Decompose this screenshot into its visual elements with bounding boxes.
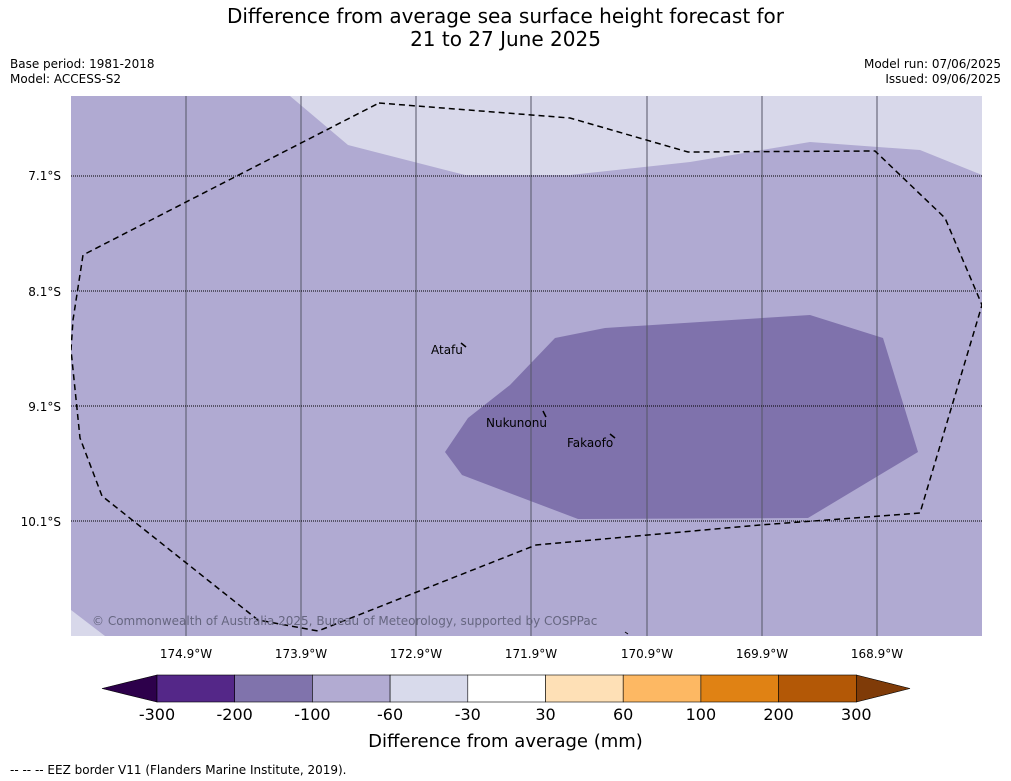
lon-label-172-9: 172.9°W [389, 647, 443, 661]
colorbar-segment [389, 674, 469, 703]
map-bottom-left-corner [71, 610, 105, 636]
title-line-2: 21 to 27 June 2025 [410, 27, 601, 51]
title-line-1: Difference from average sea surface heig… [226, 4, 785, 28]
place-label-atafu: Atafu [431, 343, 463, 357]
eez-border-legend: -- -- -- EEZ border V11 (Flanders Marine… [10, 763, 347, 777]
lon-label-174-9: 174.9°W [159, 647, 213, 661]
colorbar-tick-label: -200 [216, 705, 253, 724]
nukunonu-marker [542, 410, 547, 418]
colorbar-segment [467, 674, 546, 703]
colorbar-label: Difference from average (mm) [368, 731, 643, 752]
colorbar-tick-label: 60 [613, 705, 634, 724]
colorbar-tick-label: -60 [377, 705, 404, 724]
colorbar-segment [545, 674, 624, 703]
colorbar-tick-label: -300 [138, 705, 176, 724]
place-label-nukunonu: Nukunonu [486, 416, 547, 430]
meta-left: Base period: 1981-2018 Model: ACCESS-S2 [10, 57, 155, 87]
atafu-marker [460, 342, 467, 348]
colorbar-tick-label: 30 [535, 705, 556, 724]
lon-label-173-9: 173.9°W [274, 647, 328, 661]
lon-label-170-9: 170.9°W [620, 647, 674, 661]
colorbar-tick-label: 100 [685, 705, 717, 724]
colorbar-tick-label: 200 [763, 705, 794, 724]
colorbar-extend-high [855, 674, 911, 703]
place-label-fakaofo: Fakaofo [567, 436, 614, 450]
map-title: Difference from average sea surface heig… [0, 5, 1011, 51]
copyright-notice: © Commonwealth of Australia 2025, Bureau… [92, 614, 598, 628]
lon-label-171-9: 171.9°W [504, 647, 558, 661]
colorbar-segment [700, 674, 779, 703]
lon-label-169-9: 169.9°W [735, 647, 789, 661]
colorbar-segment [312, 674, 391, 703]
colorbar-segment [622, 674, 702, 703]
lat-label-7-1: 7.1°S [28, 169, 61, 183]
colorbar-segments [101, 674, 911, 703]
anomaly-region-minus200 [445, 315, 918, 519]
lat-label-9-1: 9.1°S [28, 400, 61, 414]
colorbar-tick-label: -100 [294, 705, 331, 724]
fakaofo-marker [609, 433, 616, 439]
issued-date: Issued: 09/06/2025 [885, 72, 1001, 86]
lon-label-168-9: 168.9°W [850, 647, 904, 661]
base-period: Base period: 1981-2018 [10, 57, 155, 71]
longitude-gridlines [185, 96, 878, 636]
lat-label-8-1: 8.1°S [28, 285, 61, 299]
model-name: Model: ACCESS-S2 [10, 72, 122, 86]
colorbar-extend-low [101, 674, 158, 703]
colorbar-segment [234, 674, 313, 703]
bottom-marker [624, 631, 629, 635]
colorbar-segment [778, 674, 857, 703]
model-run: Model run: 07/06/2025 [863, 57, 1001, 71]
colorbar-segment [156, 674, 235, 703]
lat-label-10-1: 10.1°S [20, 515, 61, 529]
colorbar-tick-label: 300 [841, 705, 872, 724]
anomaly-region-minus60 [290, 96, 982, 175]
colorbar-tick-label: -30 [454, 705, 481, 724]
eez-border [71, 102, 982, 632]
meta-right: Model run: 07/06/2025 Issued: 09/06/2025 [864, 57, 1001, 87]
